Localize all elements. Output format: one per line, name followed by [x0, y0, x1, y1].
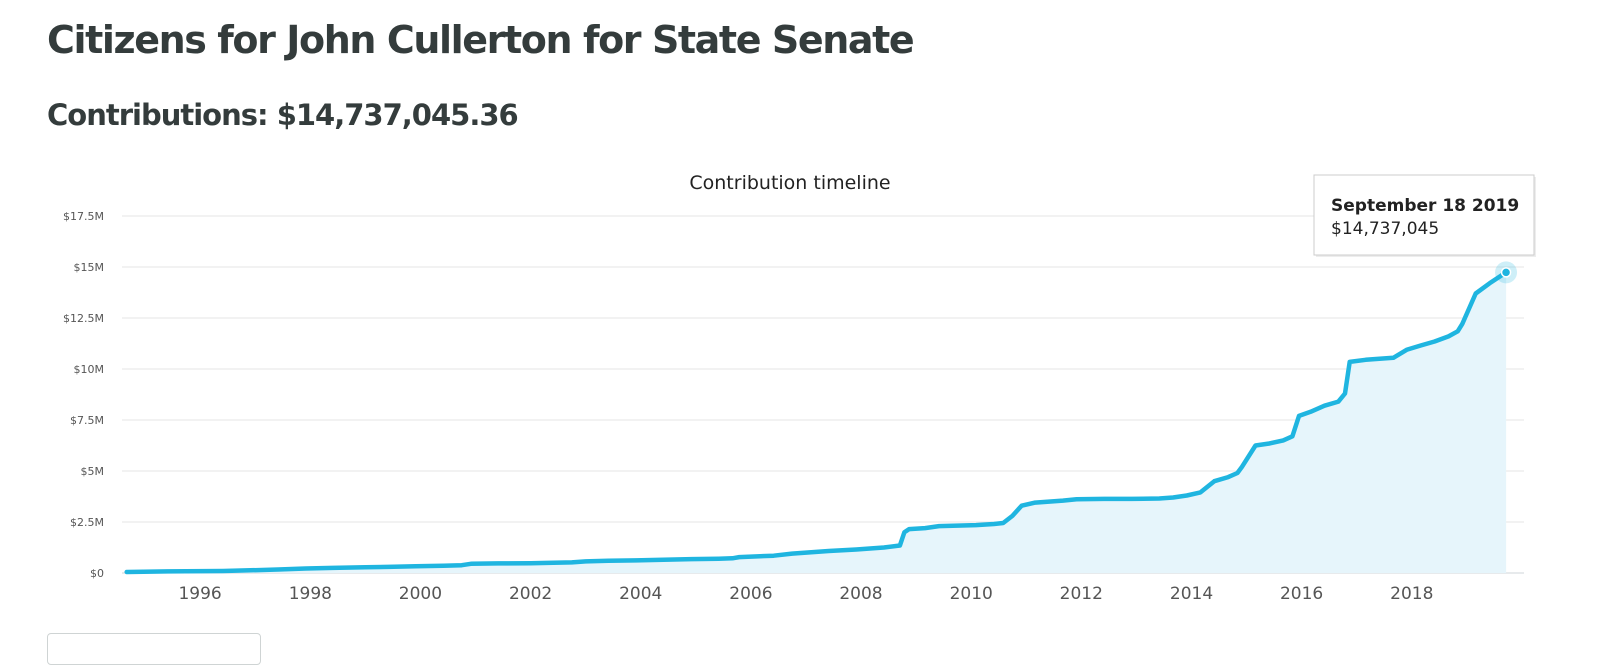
- x-tick-label: 2018: [1390, 584, 1433, 604]
- y-tick-label: $10M: [74, 363, 105, 376]
- tooltip-date: September 18 2019: [1331, 196, 1519, 216]
- x-tick-label: 2004: [619, 584, 662, 604]
- x-tick-label: 2002: [509, 584, 552, 604]
- x-tick-label: 2016: [1280, 584, 1323, 604]
- tooltip-value: $14,737,045: [1331, 219, 1439, 239]
- tooltip-box: [1313, 174, 1535, 256]
- y-tick-label: $7.5M: [70, 414, 104, 427]
- y-tick-label: $2.5M: [70, 516, 104, 529]
- y-axis: $0 $2.5M $5M $7.5M $10M $12.5M $15M $17.5M: [63, 210, 104, 580]
- tooltip: September 18 2019 $14,737,045: [1313, 174, 1536, 257]
- bottom-control[interactable]: [47, 633, 261, 665]
- series-area: [126, 272, 1507, 573]
- x-tick-label: 2008: [839, 584, 882, 604]
- x-tick-label: 2014: [1170, 584, 1213, 604]
- y-tick-label: $15M: [74, 261, 105, 274]
- x-tick-label: 1998: [289, 584, 332, 604]
- contributions-total: $14,737,045.36: [276, 98, 519, 132]
- grid-lines: [122, 215, 1524, 574]
- y-tick-label: $17.5M: [63, 210, 104, 223]
- x-tick-label: 2000: [399, 584, 442, 604]
- x-axis: 1996 1998 2000 2002 2004 2006 2008 2010 2012 2014…: [178, 584, 1433, 604]
- x-tick-label: 2006: [729, 584, 772, 604]
- x-tick-label: 1996: [178, 584, 221, 604]
- y-tick-label: $0: [90, 567, 104, 580]
- contributions-label: Contributions:: [47, 98, 269, 132]
- x-tick-label: 2010: [950, 584, 993, 604]
- contribution-timeline-chart: Contribution timeline $0 $2.5M $5M $7.5M $10…: [63, 172, 1536, 604]
- series-line: [124, 270, 1509, 575]
- y-tick-label: $5M: [81, 465, 105, 478]
- contributions-heading: Contributions: $14,737,045.36: [47, 98, 519, 132]
- hover-point[interactable]: [1500, 267, 1512, 278]
- page-title: Citizens for John Cullerton for State Se…: [47, 18, 915, 62]
- y-tick-label: $12.5M: [63, 312, 104, 325]
- chart-title: Contribution timeline: [689, 172, 890, 194]
- x-tick-label: 2012: [1060, 584, 1103, 604]
